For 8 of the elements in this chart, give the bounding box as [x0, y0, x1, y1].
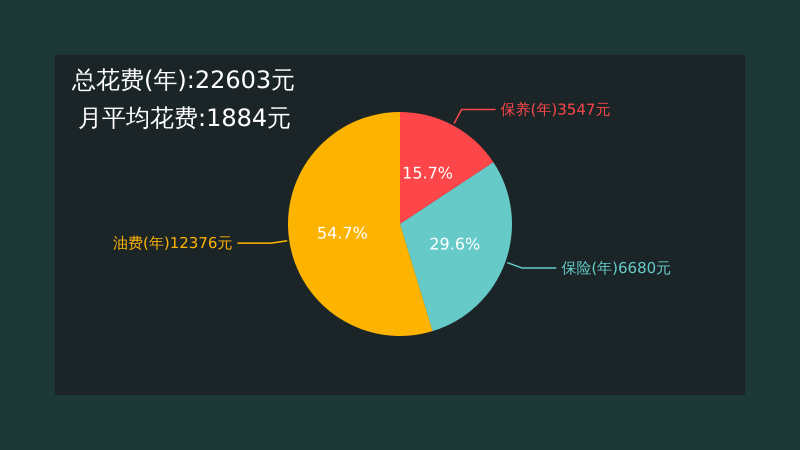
data-label: 15.7%: [402, 164, 453, 183]
chart-title: 总花费(年):22603元: [71, 66, 296, 94]
slice-label: 保养(年)3547元: [500, 100, 610, 118]
slice-label: 油费(年)12376元: [112, 234, 232, 252]
chart-subtitle: 月平均花费:1884元: [78, 104, 292, 132]
data-label: 54.7%: [316, 224, 368, 243]
slice-label: 保险(年)6680元: [561, 259, 672, 278]
data-label: 29.6%: [429, 234, 480, 254]
